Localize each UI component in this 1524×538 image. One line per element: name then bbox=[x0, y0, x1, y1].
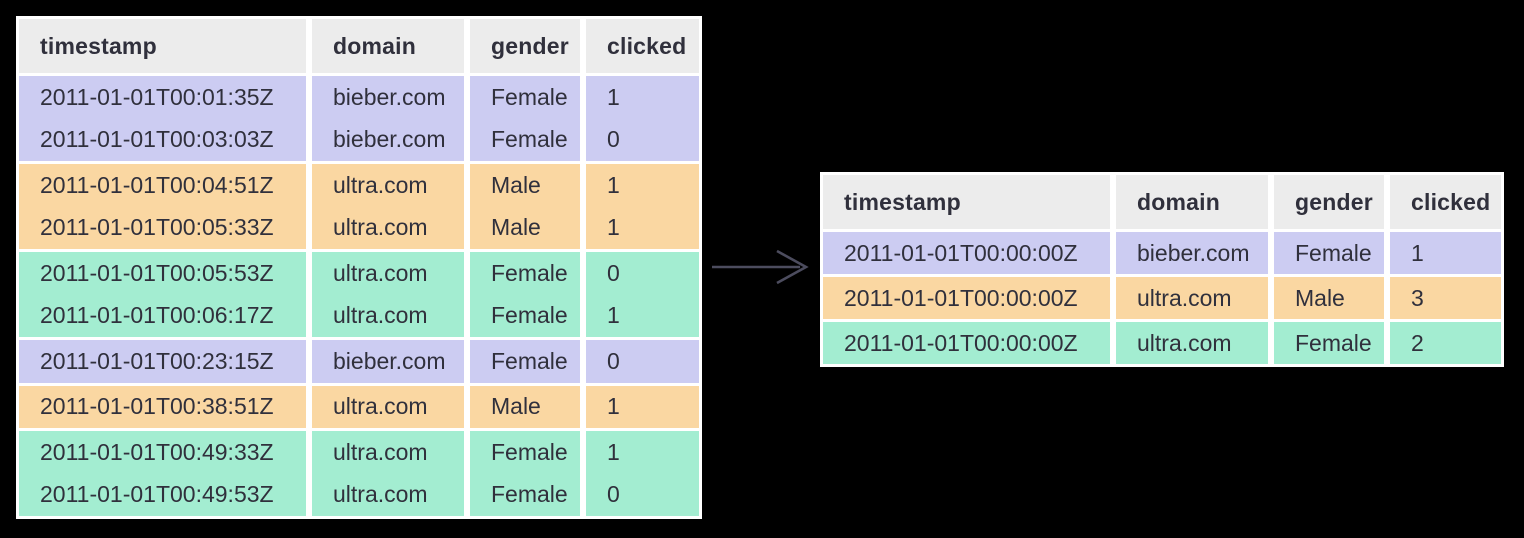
cell-gender: Male bbox=[470, 164, 580, 207]
cell-timestamp: 2011-01-01T00:04:51Z bbox=[19, 164, 306, 207]
cell-timestamp: 2011-01-01T00:05:33Z bbox=[19, 206, 306, 249]
cell-domain: ultra.com bbox=[312, 206, 464, 249]
cell-domain: ultra.com bbox=[312, 164, 464, 207]
cell-timestamp: 2011-01-01T00:00:00Z bbox=[823, 277, 1110, 319]
table-row: 2011-01-01T00:38:51Z ultra.com Male 1 bbox=[19, 385, 699, 428]
table-row: 2011-01-01T00:04:51Z ultra.com Male 1 bbox=[19, 164, 699, 207]
aggregated-table: timestamp domain gender clicked 2011-01-01T0… bbox=[820, 172, 1504, 367]
row-group-orange: 2011-01-01T00:00:00Z ultra.com Male 3 bbox=[823, 277, 1501, 319]
row-group-lavender: 2011-01-01T00:00:00Z bieber.com Female 1 bbox=[823, 232, 1501, 274]
right-table-header: timestamp domain gender clicked bbox=[823, 175, 1501, 229]
column-header-timestamp: timestamp bbox=[19, 19, 306, 73]
cell-domain: bieber.com bbox=[312, 340, 464, 383]
column-header-timestamp: timestamp bbox=[823, 175, 1110, 229]
cell-clicked: 1 bbox=[586, 206, 699, 249]
cell-domain: ultra.com bbox=[312, 385, 464, 428]
table-row: 2011-01-01T00:49:53Z ultra.com Female 0 bbox=[19, 473, 699, 516]
cell-gender: Female bbox=[470, 252, 580, 295]
cell-clicked: 0 bbox=[586, 252, 699, 295]
cell-clicked: 0 bbox=[586, 118, 699, 161]
row-group-lavender: 2011-01-01T00:01:35Z bieber.com Female 1 201… bbox=[19, 76, 699, 161]
cell-gender: Male bbox=[470, 206, 580, 249]
column-header-clicked: clicked bbox=[1390, 175, 1501, 229]
cell-timestamp: 2011-01-01T00:00:00Z bbox=[823, 322, 1110, 364]
cell-gender: Female bbox=[470, 431, 580, 474]
transform-arrow bbox=[710, 247, 812, 287]
cell-timestamp: 2011-01-01T00:49:33Z bbox=[19, 431, 306, 474]
cell-timestamp: 2011-01-01T00:06:17Z bbox=[19, 294, 306, 337]
cell-clicked: 1 bbox=[586, 76, 699, 119]
column-header-domain: domain bbox=[1116, 175, 1268, 229]
table-row: 2011-01-01T00:06:17Z ultra.com Female 1 bbox=[19, 294, 699, 337]
cell-timestamp: 2011-01-01T00:23:15Z bbox=[19, 340, 306, 383]
cell-gender: Female bbox=[470, 294, 580, 337]
cell-gender: Male bbox=[1274, 277, 1384, 319]
cell-timestamp: 2011-01-01T00:49:53Z bbox=[19, 473, 306, 516]
table-row: 2011-01-01T00:05:33Z ultra.com Male 1 bbox=[19, 206, 699, 249]
cell-clicked: 1 bbox=[586, 164, 699, 207]
column-header-domain: domain bbox=[312, 19, 464, 73]
cell-clicked: 1 bbox=[586, 294, 699, 337]
table-row: 2011-01-01T00:00:00Z bieber.com Female 1 bbox=[823, 232, 1501, 274]
cell-domain: ultra.com bbox=[312, 294, 464, 337]
cell-gender: Female bbox=[1274, 322, 1384, 364]
cell-gender: Male bbox=[470, 385, 580, 428]
cell-timestamp: 2011-01-01T00:38:51Z bbox=[19, 385, 306, 428]
cell-gender: Female bbox=[470, 118, 580, 161]
table-row: 2011-01-01T00:05:53Z ultra.com Female 0 bbox=[19, 252, 699, 295]
cell-domain: bieber.com bbox=[312, 118, 464, 161]
left-table-header: timestamp domain gender clicked bbox=[19, 19, 699, 73]
cell-timestamp: 2011-01-01T00:03:03Z bbox=[19, 118, 306, 161]
cell-clicked: 1 bbox=[586, 385, 699, 428]
cell-gender: Female bbox=[470, 340, 580, 383]
cell-gender: Female bbox=[470, 473, 580, 516]
cell-clicked: 3 bbox=[1390, 277, 1501, 319]
row-group-green: 2011-01-01T00:05:53Z ultra.com Female 0 2011… bbox=[19, 252, 699, 337]
cell-timestamp: 2011-01-01T00:05:53Z bbox=[19, 252, 306, 295]
row-group-orange: 2011-01-01T00:38:51Z ultra.com Male 1 bbox=[19, 385, 699, 428]
cell-domain: ultra.com bbox=[312, 252, 464, 295]
row-group-orange: 2011-01-01T00:04:51Z ultra.com Male 1 2011-0… bbox=[19, 164, 699, 249]
cell-domain: ultra.com bbox=[312, 473, 464, 516]
table-row: 2011-01-01T00:00:00Z ultra.com Female 2 bbox=[823, 322, 1501, 364]
table-row: 2011-01-01T00:49:33Z ultra.com Female 1 bbox=[19, 431, 699, 474]
input-events-table: timestamp domain gender clicked 2011-01-01T0… bbox=[16, 16, 702, 519]
cell-clicked: 1 bbox=[586, 431, 699, 474]
cell-domain: ultra.com bbox=[1116, 322, 1268, 364]
column-header-gender: gender bbox=[1274, 175, 1384, 229]
cell-domain: bieber.com bbox=[312, 76, 464, 119]
cell-clicked: 1 bbox=[1390, 232, 1501, 274]
table-row: 2011-01-01T00:23:15Z bieber.com Female 0 bbox=[19, 340, 699, 383]
table-row: 2011-01-01T00:01:35Z bieber.com Female 1 bbox=[19, 76, 699, 119]
cell-clicked: 2 bbox=[1390, 322, 1501, 364]
row-group-green: 2011-01-01T00:49:33Z ultra.com Female 1 2011… bbox=[19, 431, 699, 516]
row-group-green: 2011-01-01T00:00:00Z ultra.com Female 2 bbox=[823, 322, 1501, 364]
cell-timestamp: 2011-01-01T00:01:35Z bbox=[19, 76, 306, 119]
cell-timestamp: 2011-01-01T00:00:00Z bbox=[823, 232, 1110, 274]
cell-gender: Female bbox=[1274, 232, 1384, 274]
cell-domain: ultra.com bbox=[312, 431, 464, 474]
column-header-gender: gender bbox=[470, 19, 580, 73]
right-arrow-icon bbox=[712, 249, 809, 285]
table-row: 2011-01-01T00:00:00Z ultra.com Male 3 bbox=[823, 277, 1501, 319]
cell-clicked: 0 bbox=[586, 473, 699, 516]
table-row: 2011-01-01T00:03:03Z bieber.com Female 0 bbox=[19, 118, 699, 161]
row-group-lavender: 2011-01-01T00:23:15Z bieber.com Female 0 bbox=[19, 340, 699, 383]
cell-gender: Female bbox=[470, 76, 580, 119]
cell-domain: ultra.com bbox=[1116, 277, 1268, 319]
cell-clicked: 0 bbox=[586, 340, 699, 383]
cell-domain: bieber.com bbox=[1116, 232, 1268, 274]
column-header-clicked: clicked bbox=[586, 19, 699, 73]
